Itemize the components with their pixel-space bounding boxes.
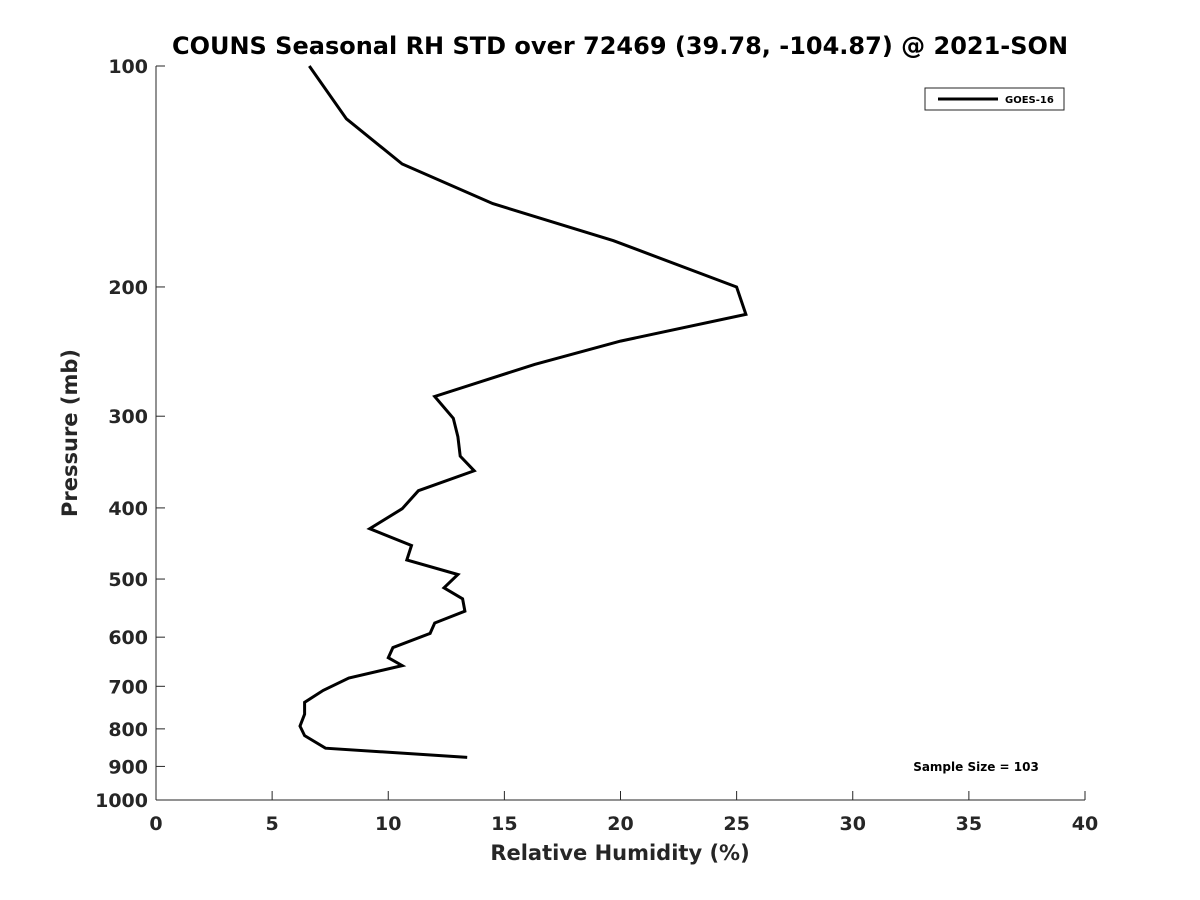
y-tick-label: 200 bbox=[108, 277, 148, 299]
x-tick-label: 35 bbox=[956, 813, 982, 835]
y-tick-label: 900 bbox=[108, 756, 148, 778]
y-tick-label: 600 bbox=[108, 627, 148, 649]
x-tick-label: 25 bbox=[723, 813, 749, 835]
chart-title: COUNS Seasonal RH STD over 72469 (39.78,… bbox=[172, 32, 1068, 60]
y-axis-label: Pressure (mb) bbox=[58, 349, 82, 517]
x-tick-label: 0 bbox=[149, 813, 162, 835]
y-tick-label: 700 bbox=[108, 676, 148, 698]
x-tick-label: 40 bbox=[1072, 813, 1098, 835]
x-tick-label: 10 bbox=[375, 813, 401, 835]
x-axis-label: Relative Humidity (%) bbox=[490, 841, 749, 865]
y-tick-label: 1000 bbox=[95, 790, 148, 812]
x-tick-label: 30 bbox=[840, 813, 866, 835]
legend: GOES-16 bbox=[924, 87, 1065, 111]
sample-size-annotation: Sample Size = 103 bbox=[913, 760, 1039, 774]
y-tick-label: 300 bbox=[108, 406, 148, 428]
y-tick-label: 500 bbox=[108, 569, 148, 591]
x-tick-label: 5 bbox=[266, 813, 279, 835]
x-tick-label: 15 bbox=[491, 813, 517, 835]
y-tick-label: 100 bbox=[108, 56, 148, 78]
x-ticks: 0 5 10 15 20 25 30 35 40 bbox=[149, 791, 1098, 835]
y-ticks: 100 200 300 400 500 600 700 800 900 1000 bbox=[95, 56, 165, 812]
series-line-goes-16 bbox=[298, 65, 748, 759]
legend-label: GOES-16 bbox=[1005, 95, 1054, 106]
x-tick-label: 20 bbox=[607, 813, 633, 835]
y-tick-label: 400 bbox=[108, 498, 148, 520]
y-tick-label: 800 bbox=[108, 719, 148, 741]
series-group bbox=[298, 65, 748, 759]
